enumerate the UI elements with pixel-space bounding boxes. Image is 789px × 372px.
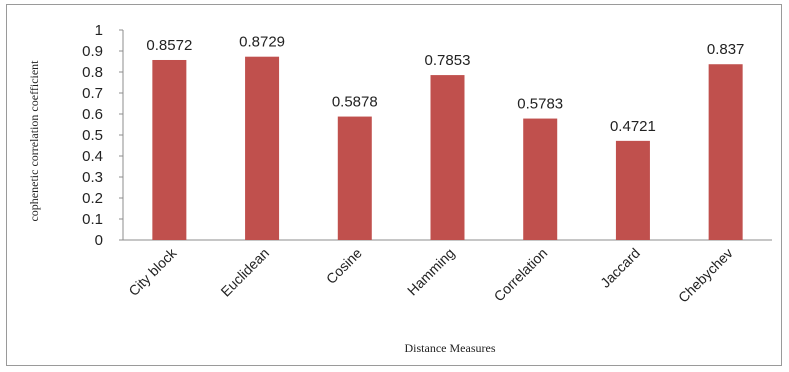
bar (615, 140, 650, 240)
data-label: 0.8572 (146, 37, 192, 54)
y-tick-label: 0.2 (82, 190, 103, 207)
x-tick-label: Chebychev (675, 245, 736, 306)
data-label: 0.837 (707, 41, 745, 58)
y-axis-ticks: 0 0.1 0.2 0.3 0.4 0.5 0.6 0.7 0.8 0.9 1 (82, 22, 123, 249)
y-tick-label: 0.9 (82, 43, 103, 60)
x-tick-label: Jaccard (597, 245, 643, 291)
y-tick-label: 0.4 (82, 148, 103, 165)
y-tick-label: 1 (95, 22, 103, 39)
data-label: 0.4721 (610, 118, 656, 135)
data-label: 0.7853 (425, 52, 471, 69)
x-tick-label: Hamming (404, 245, 458, 299)
bar (337, 116, 372, 240)
bar (152, 59, 187, 240)
bar (430, 75, 465, 240)
y-tick-label: 0.7 (82, 85, 103, 102)
x-tick-label: Correlation (491, 245, 551, 305)
chart-frame (6, 4, 782, 366)
data-label: 0.5783 (517, 96, 563, 113)
x-tick-label: City block (125, 244, 180, 299)
bar (245, 56, 280, 240)
y-tick-label: 0.6 (82, 106, 103, 123)
x-tick-label: Euclidean (217, 245, 272, 300)
bar-series (152, 56, 743, 240)
x-axis-title: Distance Measures (405, 341, 496, 355)
category-labels: City block Euclidean Cosine Hamming Correlat… (125, 244, 736, 306)
bar (708, 64, 743, 240)
data-label: 0.8729 (239, 34, 285, 51)
data-label: 0.5878 (332, 94, 378, 111)
y-tick-label: 0.8 (82, 64, 103, 81)
data-labels: 0.8572 0.8729 0.5878 0.7853 0.5783 0.4721 0.83… (146, 34, 744, 135)
y-tick-label: 0.1 (82, 211, 103, 228)
y-tick-label: 0.3 (82, 169, 103, 186)
x-tick-label: Cosine (323, 245, 365, 287)
bar (523, 118, 558, 240)
y-tick-label: 0 (95, 232, 103, 249)
y-axis-title: cophenetic correlation coefficient (27, 60, 41, 222)
y-tick-label: 0.5 (82, 127, 103, 144)
